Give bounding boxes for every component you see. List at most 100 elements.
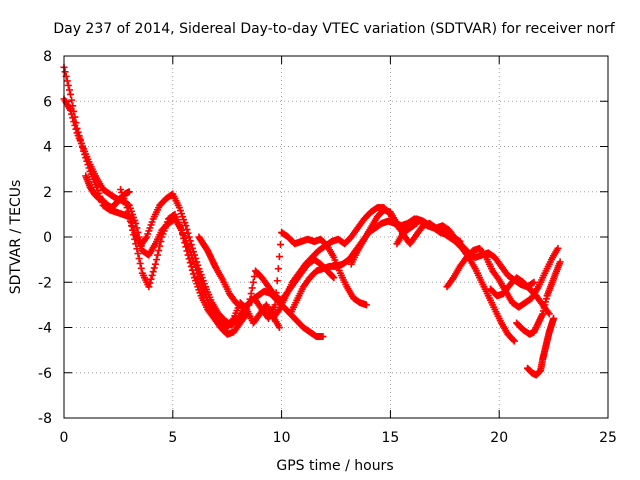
- data-point: [272, 289, 280, 297]
- data-point: [152, 256, 160, 264]
- x-tick-label: 15: [381, 430, 399, 446]
- data-point: [271, 301, 279, 309]
- data-point: [124, 207, 132, 215]
- y-tick-label: 4: [43, 140, 52, 156]
- y-tick-label: -8: [38, 411, 52, 427]
- data-point: [68, 110, 76, 118]
- series-track-5: [251, 228, 370, 322]
- data-point: [146, 279, 154, 287]
- data-point: [193, 258, 201, 266]
- data-point: [70, 118, 78, 126]
- data-point: [63, 77, 71, 85]
- data-series: [60, 63, 564, 379]
- data-point: [330, 274, 338, 282]
- data-point: [149, 268, 157, 276]
- series-track-13: [523, 314, 558, 379]
- data-point: [545, 310, 553, 318]
- data-point: [250, 273, 258, 281]
- data-point: [67, 106, 75, 114]
- data-point: [155, 247, 163, 255]
- data-point: [129, 222, 137, 230]
- data-point: [274, 307, 282, 315]
- y-tick-label: -2: [38, 275, 52, 291]
- data-point: [71, 121, 79, 129]
- y-tick-label: 6: [43, 94, 52, 110]
- y-tick-label: 2: [43, 185, 52, 201]
- data-point: [510, 337, 518, 345]
- data-point: [362, 301, 370, 309]
- data-point: [183, 225, 191, 233]
- y-tick-label: -6: [38, 366, 52, 382]
- data-point: [277, 241, 285, 249]
- data-point: [135, 254, 143, 262]
- data-point: [134, 250, 142, 258]
- data-point: [72, 125, 80, 133]
- y-tick-label: 8: [43, 49, 52, 65]
- x-tick-label: 10: [273, 430, 291, 446]
- data-point: [65, 86, 73, 94]
- data-point: [248, 284, 256, 292]
- data-point: [481, 252, 489, 260]
- series-track-3: [117, 185, 327, 341]
- chart-title: Day 237 of 2014, Sidereal Day-to-day VTE…: [53, 21, 615, 37]
- data-point: [182, 222, 190, 230]
- data-point: [554, 244, 562, 252]
- data-point: [275, 324, 283, 331]
- x-tick-label: 25: [599, 430, 617, 446]
- data-point: [154, 251, 162, 259]
- data-point: [275, 253, 283, 261]
- data-point: [151, 260, 159, 268]
- x-tick-label: 0: [60, 430, 69, 446]
- data-point: [145, 283, 153, 291]
- y-tick-label: 0: [43, 230, 52, 246]
- data-point: [273, 277, 281, 285]
- data-point: [148, 271, 156, 279]
- data-point: [150, 264, 158, 272]
- data-point: [245, 301, 253, 309]
- data-point: [189, 248, 197, 256]
- data-point: [246, 295, 254, 303]
- y-tick-labels: -8 -6 -4 -2 0 2 4 6 8: [38, 49, 52, 427]
- data-point: [186, 237, 194, 245]
- data-point: [185, 233, 193, 241]
- series-track-12: [513, 258, 564, 338]
- data-point: [68, 96, 76, 104]
- data-point: [194, 261, 202, 269]
- data-point: [188, 244, 196, 252]
- data-point: [125, 188, 133, 196]
- series-track-10: [443, 244, 562, 311]
- series-track-11: [486, 274, 553, 318]
- data-point: [127, 219, 135, 227]
- series-track-1: [60, 63, 251, 338]
- x-axis-label: GPS time / hours: [276, 458, 393, 474]
- series-track-14: [82, 172, 133, 212]
- data-point: [184, 229, 192, 237]
- y-axis-label: SDTVAR / TECUs: [8, 180, 24, 295]
- data-point: [319, 333, 327, 341]
- data-point: [186, 259, 194, 267]
- data-point: [69, 114, 77, 122]
- data-point: [137, 264, 145, 272]
- x-tick-labels: 0 5 10 15 20 25: [60, 430, 617, 446]
- data-point: [329, 273, 337, 281]
- data-point: [123, 204, 131, 212]
- data-point: [247, 290, 255, 298]
- data-point: [142, 235, 150, 243]
- data-point: [192, 254, 200, 262]
- plot-frame: [63, 55, 609, 419]
- data-point: [64, 81, 72, 89]
- data-point: [147, 275, 155, 283]
- data-point: [191, 251, 199, 259]
- data-point: [67, 90, 75, 98]
- data-point: [550, 314, 558, 322]
- data-point: [61, 68, 69, 76]
- data-point: [556, 258, 564, 266]
- y-tick-label: -4: [38, 321, 52, 337]
- data-point: [187, 241, 195, 249]
- x-tick-label: 20: [490, 430, 508, 446]
- data-point: [274, 265, 282, 273]
- data-point: [125, 211, 133, 219]
- data-point: [136, 259, 144, 267]
- data-point: [249, 278, 257, 286]
